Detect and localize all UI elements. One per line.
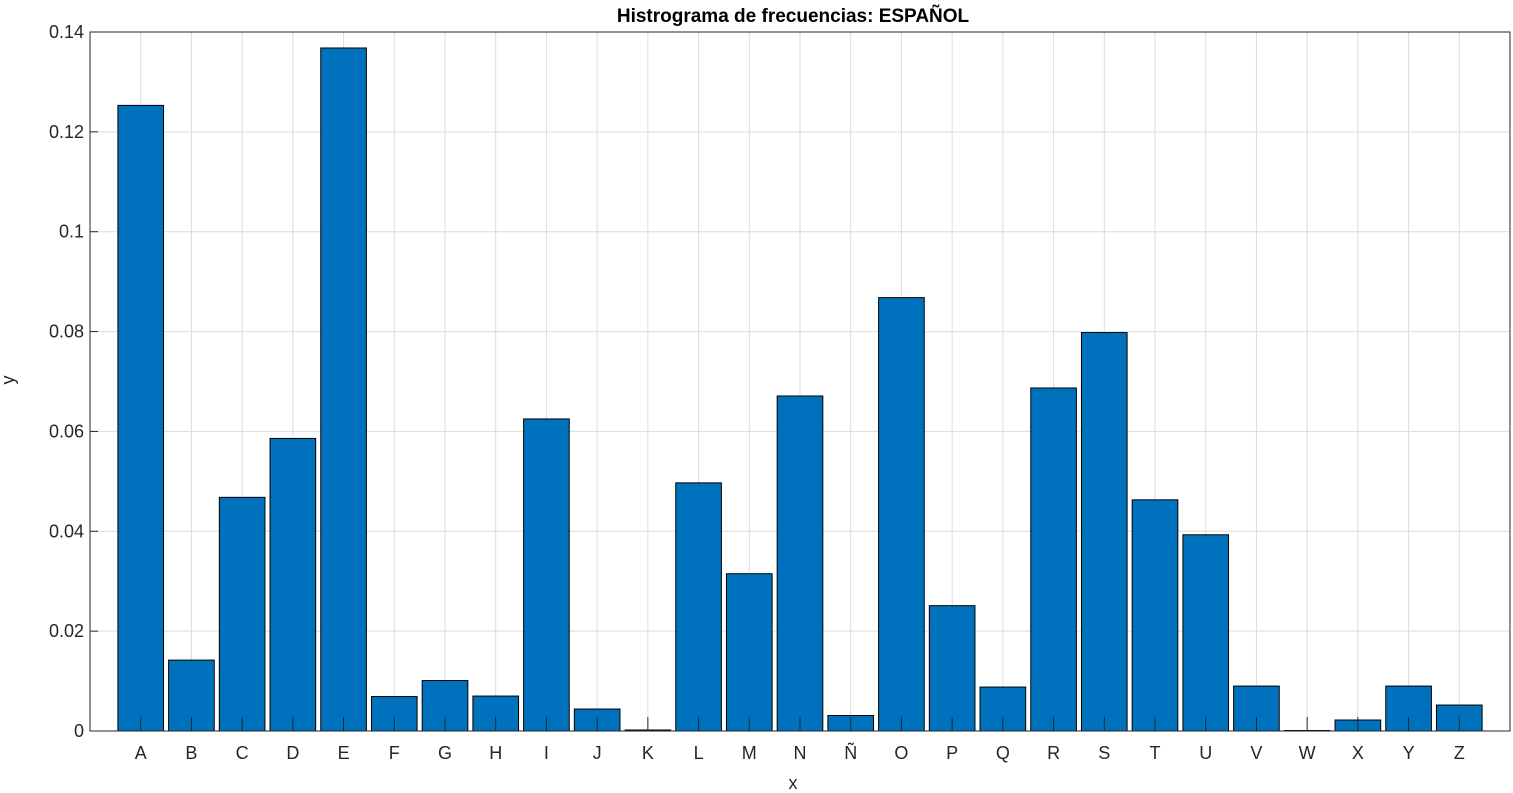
y-axis-label: y [0, 376, 18, 385]
bar-M [725, 573, 773, 732]
bar-N [776, 395, 824, 732]
x-tick-label: V [1250, 743, 1262, 763]
y-tick-label: 0.06 [49, 421, 84, 441]
bar-S [1080, 332, 1128, 732]
x-tick-label: K [642, 743, 654, 763]
x-tick-label: I [544, 743, 549, 763]
y-tick-label: 0.12 [49, 122, 84, 142]
x-tick-label: X [1352, 743, 1364, 763]
y-tick-label: 0.04 [49, 521, 84, 541]
x-tick-label: O [894, 743, 908, 763]
x-tick-label: T [1150, 743, 1161, 763]
tick-labels: 0 0.02 0.04 0.06 0.08 0.1 0.12 0.14 A B C D E F G H I J K L… [49, 22, 1465, 763]
x-tick-label: R [1047, 743, 1060, 763]
x-tick-label: M [742, 743, 757, 763]
bar-L [675, 482, 722, 732]
x-tick-label: A [135, 743, 147, 763]
y-tick-label: 0.02 [49, 621, 84, 641]
bar-U [1182, 534, 1230, 732]
x-tick-label: F [389, 743, 400, 763]
bar-A [117, 104, 165, 732]
x-tick-label: Q [996, 743, 1010, 763]
x-tick-label: Ñ [844, 742, 857, 763]
bar-C [218, 496, 266, 732]
bar-P [928, 605, 976, 732]
bar-O [878, 297, 925, 732]
x-tick-label: S [1098, 743, 1110, 763]
x-tick-label: G [438, 743, 452, 763]
axes [89, 31, 1511, 732]
bar-R [1030, 387, 1077, 732]
y-tick-label: 0 [74, 721, 84, 741]
chart-title: Histrograma de frecuencias: ESPAÑOL [617, 5, 970, 27]
x-tick-label: J [593, 743, 602, 763]
x-tick-label: U [1199, 743, 1212, 763]
bar-E [320, 47, 367, 732]
x-tick-label: B [185, 743, 197, 763]
bar-T [1131, 499, 1179, 732]
x-tick-label: P [946, 743, 958, 763]
x-tick-label: N [794, 743, 807, 763]
x-tick-label: D [286, 743, 299, 763]
y-tick-label: 0.1 [59, 222, 84, 242]
y-tick-label: 0.08 [49, 322, 84, 342]
x-tick-label: Y [1403, 743, 1415, 763]
x-axis-label: x [789, 773, 798, 793]
x-tick-label: W [1299, 743, 1316, 763]
x-tick-label: C [236, 743, 249, 763]
y-tick-label: 0.14 [49, 22, 84, 42]
bars [117, 47, 1483, 732]
x-tick-label: H [489, 743, 502, 763]
x-tick-label: E [338, 743, 350, 763]
x-tick-label: L [694, 743, 704, 763]
x-tick-label: Z [1454, 743, 1465, 763]
bar-D [269, 437, 317, 732]
bar-I [523, 418, 570, 732]
